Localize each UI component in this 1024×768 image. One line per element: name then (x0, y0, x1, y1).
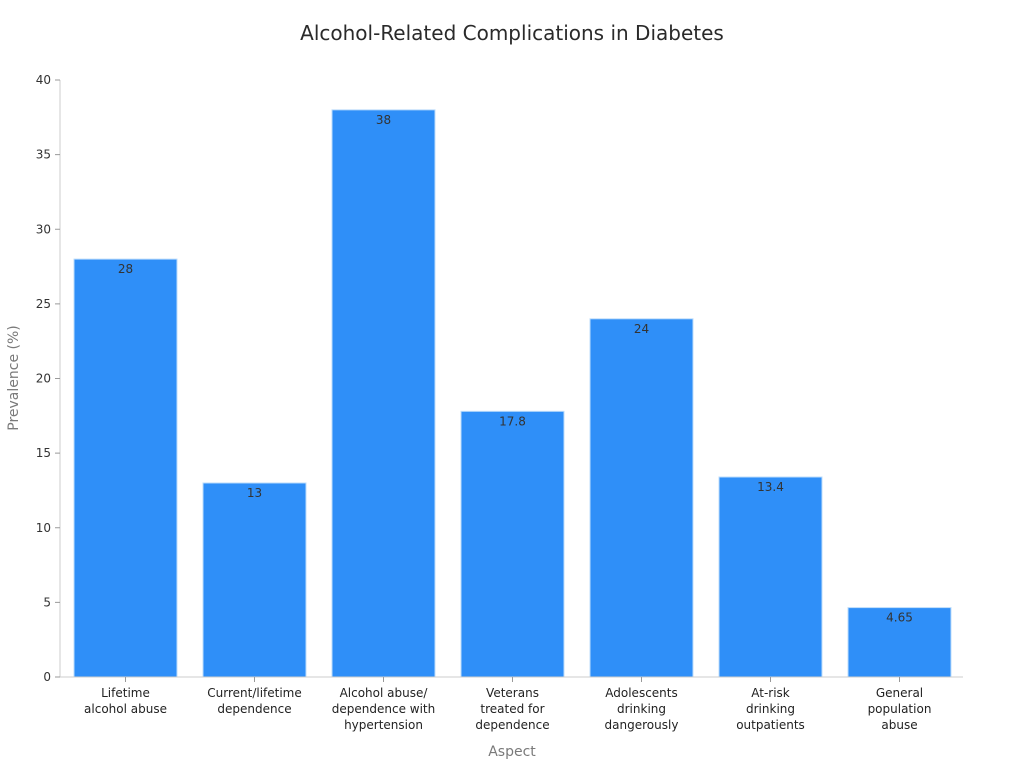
x-tick-label-line: dependence with (332, 702, 435, 716)
y-tick-label-2: 10 (36, 521, 51, 535)
y-tick-label-4: 20 (36, 372, 51, 386)
data-label-0: 28 (118, 262, 133, 276)
x-tick-label-line: General (876, 686, 923, 700)
data-label-6: 4.65 (886, 611, 913, 625)
x-tick-label-4: Adolescents drinking dangerously (605, 686, 679, 732)
y-tick-label-0: 0 (43, 670, 51, 684)
x-tick-label-line: dangerously (605, 718, 679, 732)
x-tick-label-line: Alcohol abuse/ (340, 686, 429, 700)
x-tick-label-line: drinking (617, 702, 666, 716)
data-label-4: 24 (634, 322, 649, 336)
x-tick-label-1: Current/lifetime dependence (207, 686, 302, 716)
x-tick-label-6: General population abuse (868, 686, 932, 732)
x-tick-label-line: hypertension (344, 718, 423, 732)
y-tick-label-1: 5 (43, 595, 51, 609)
bar-6 (847, 607, 952, 678)
x-tick-label-line: At-risk (751, 686, 790, 700)
y-tick-label-6: 30 (36, 222, 51, 236)
x-tick-label-line: Current/lifetime (207, 686, 302, 700)
x-tick-label-line: treated for (480, 702, 544, 716)
bar-0 (73, 258, 178, 678)
x-tick-label-line: Adolescents (605, 686, 677, 700)
bar-5 (718, 476, 823, 678)
x-tick-label-line: outpatients (736, 718, 805, 732)
x-tick-label-line: Veterans (486, 686, 539, 700)
plot-area: 0 5 10 15 20 25 30 35 40 Lifetime alcohol abuse Cur… (36, 73, 963, 732)
x-tick-label-line: population (868, 702, 932, 716)
x-tick-label-3: Veterans treated for dependence (475, 686, 549, 732)
x-axis-title: Aspect (488, 744, 536, 760)
chart-title: Alcohol-Related Complications in Diabete… (300, 21, 724, 45)
bar-2 (331, 109, 436, 678)
data-label-3: 17.8 (499, 414, 526, 428)
x-tick-label-line: abuse (881, 718, 917, 732)
data-label-1: 13 (247, 486, 262, 500)
bar-4 (589, 318, 694, 678)
x-tick-label-5: At-risk drinking outpatients (736, 686, 805, 732)
x-tick-label-line: dependence (475, 718, 549, 732)
x-tick-label-0: Lifetime alcohol abuse (84, 686, 167, 716)
data-label-2: 38 (376, 113, 391, 127)
bar-1 (202, 482, 307, 678)
y-tick-label-3: 15 (36, 446, 51, 460)
bar-3 (460, 410, 565, 678)
x-tick-label-line: dependence (217, 702, 291, 716)
y-tick-label-7: 35 (36, 148, 51, 162)
x-tick-label-2: Alcohol abuse/dependence with hypertensio… (332, 686, 435, 732)
y-axis-title: Prevalence (%) (6, 325, 22, 431)
y-tick-label-5: 25 (36, 297, 51, 311)
x-tick-label-line: drinking (746, 702, 795, 716)
x-tick-label-line: Lifetime (101, 686, 150, 700)
y-tick-label-8: 40 (36, 73, 51, 87)
x-tick-label-line: alcohol abuse (84, 702, 167, 716)
data-label-5: 13.4 (757, 480, 784, 494)
